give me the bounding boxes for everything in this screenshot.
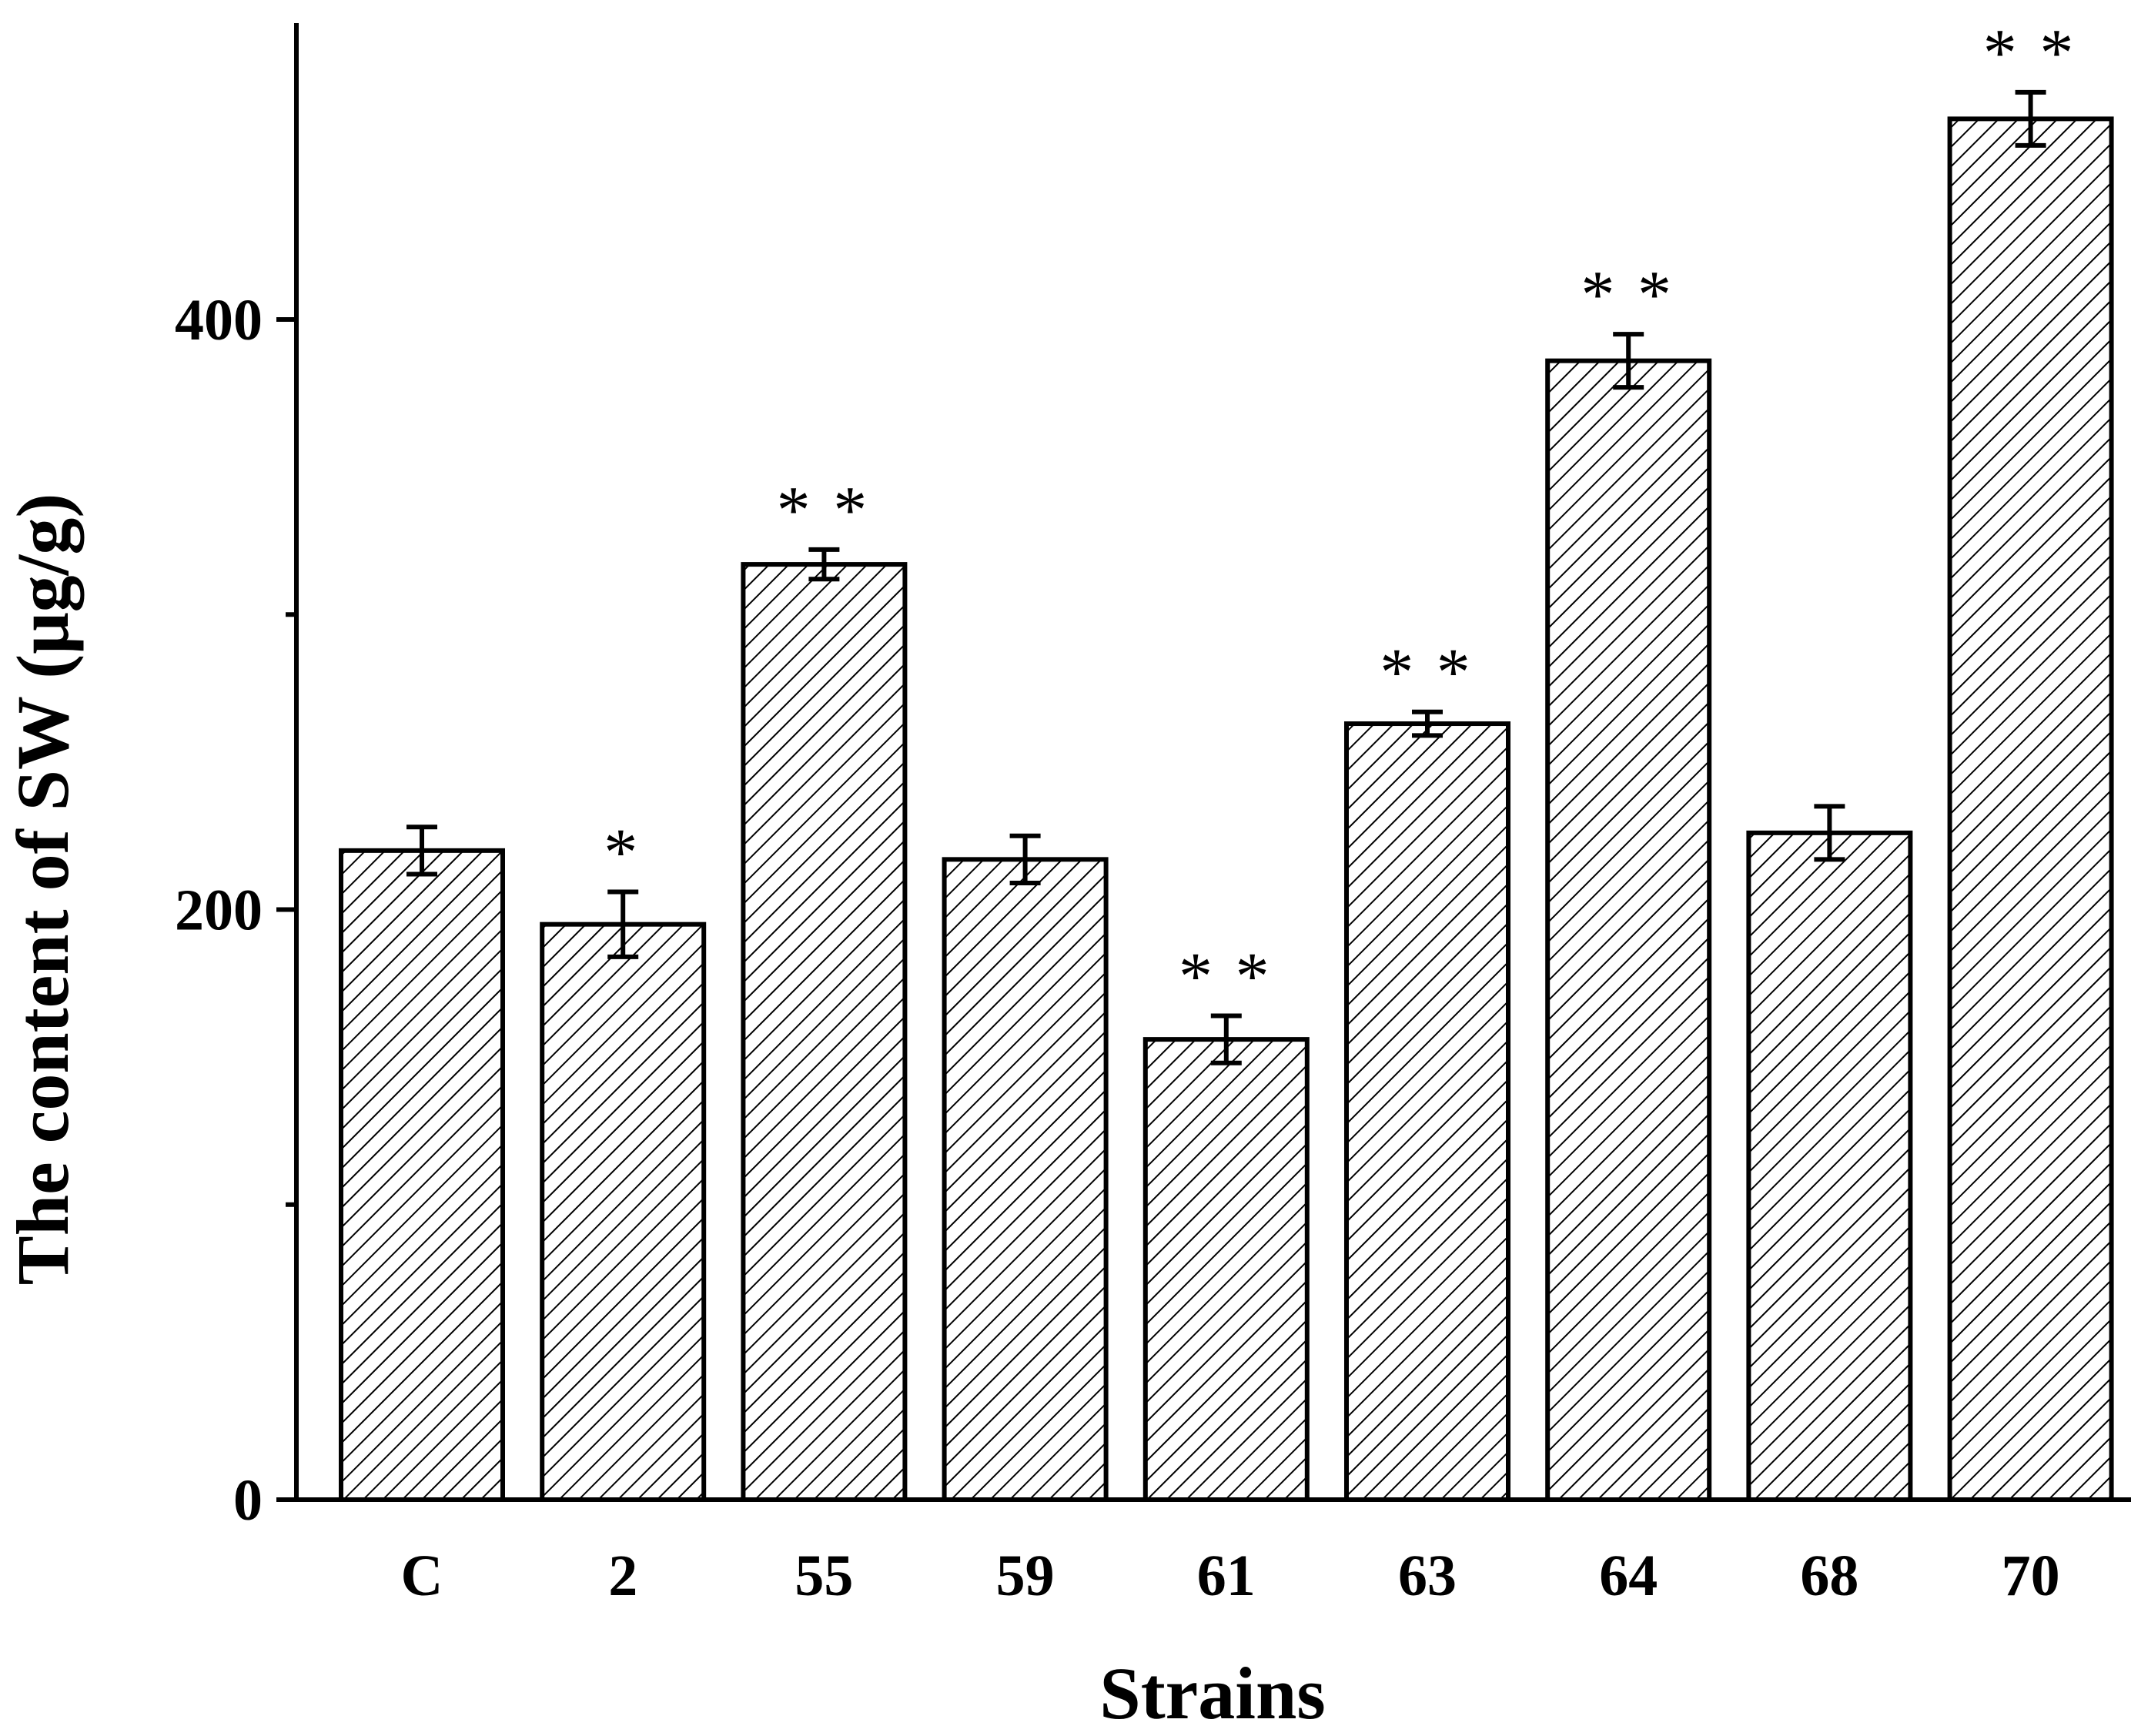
bar (1746, 830, 1913, 1502)
y-tick-label: 0 (233, 1468, 263, 1533)
labels: C * 2 * * 55 59 * * 61 * * 63 * * 64 68 * * 70 (401, 16, 2079, 1608)
x-tick-label: 59 (996, 1544, 1055, 1608)
bars (339, 89, 2114, 1503)
significance-marker: * * (1179, 939, 1274, 1014)
bar (1344, 721, 1510, 1502)
bar (339, 848, 505, 1502)
x-tick-label: 2 (608, 1544, 637, 1608)
y-tick-label: 200 (175, 878, 263, 943)
bar (1142, 1037, 1310, 1502)
bar (540, 922, 707, 1502)
x-tick-label: 63 (1398, 1544, 1457, 1608)
significance-marker: * * (1581, 258, 1676, 333)
bar (942, 857, 1109, 1503)
bar (1545, 358, 1712, 1502)
significance-marker: * * (1380, 636, 1475, 711)
x-tick-label: 55 (795, 1544, 853, 1608)
x-tick-label: 64 (1599, 1544, 1658, 1608)
x-tick-label: C (401, 1544, 443, 1608)
x-axis-title: Strains (1099, 1652, 1325, 1734)
bar (741, 562, 908, 1502)
significance-marker: * * (777, 473, 872, 548)
x-tick-label: 68 (1800, 1544, 1858, 1608)
y-tick-label: 400 (175, 288, 263, 353)
y-axis-title: The content of SW (μg/g) (2, 493, 84, 1286)
significance-marker: * (604, 816, 642, 891)
x-tick-label: 61 (1197, 1544, 1256, 1608)
x-tick-label: 70 (2002, 1544, 2060, 1608)
bar (1947, 116, 2114, 1502)
significance-marker: * * (1983, 16, 2079, 91)
